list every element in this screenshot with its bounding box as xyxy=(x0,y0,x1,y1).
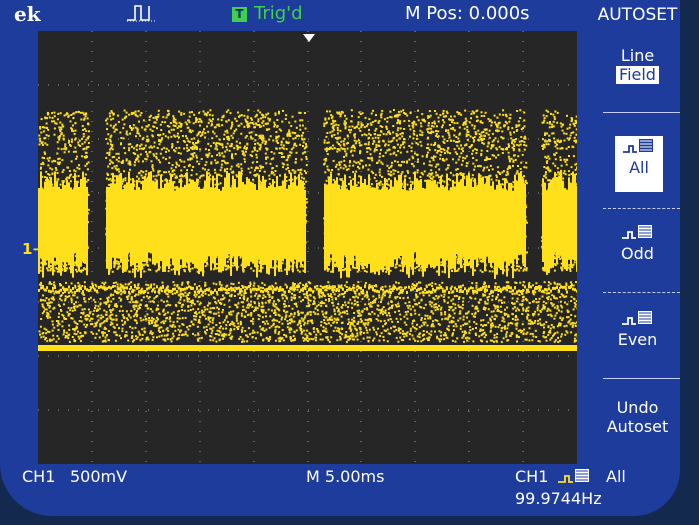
odd-label: Odd xyxy=(621,244,654,263)
field-option: Field xyxy=(615,65,660,85)
even-label: Even xyxy=(617,330,658,349)
graticule xyxy=(38,31,577,464)
line-option: Line xyxy=(620,46,655,65)
trigger-status-text: Trig'd xyxy=(254,3,303,24)
odd-button[interactable]: Odd xyxy=(595,222,680,263)
undo-autoset-button[interactable]: Undo Autoset xyxy=(595,398,680,436)
ch1-trace xyxy=(38,109,577,351)
waveform-display xyxy=(38,31,577,464)
side-menu: AUTOSET Line Field All xyxy=(595,0,680,470)
trigger-edge-icon xyxy=(125,2,159,30)
video-field-icon xyxy=(623,139,653,153)
trigger-type-icon xyxy=(556,467,596,491)
video-field-icon xyxy=(621,225,652,239)
trigger-mode: All xyxy=(606,467,626,486)
menu-separator xyxy=(603,112,680,113)
menu-separator xyxy=(603,208,680,209)
trigger-source: CH1 xyxy=(515,467,549,486)
main-position-readout: M Pos: 0.000s xyxy=(405,3,530,24)
trigger-status-badge: T xyxy=(232,7,247,22)
video-field-icon xyxy=(621,311,652,325)
timebase-readout: M 5.00ms xyxy=(306,467,385,486)
brand-logo: ek xyxy=(14,2,41,26)
undo-label: Undo xyxy=(616,398,659,417)
line-field-button[interactable]: Line Field xyxy=(595,46,680,85)
graticule-dots xyxy=(38,31,577,464)
frequency-readout: 99.9744Hz xyxy=(515,489,602,508)
status-bar: ek T Trig'd M Pos: 0.000s xyxy=(0,0,595,30)
even-button[interactable]: Even xyxy=(595,308,680,349)
all-label: All xyxy=(629,158,649,177)
menu-title: AUTOSET xyxy=(597,5,678,25)
ch1-scale: 500mV xyxy=(70,467,128,486)
trigger-position-marker xyxy=(303,34,315,42)
ch1-label: CH1 xyxy=(22,467,56,486)
scope-screen: ek T Trig'd M Pos: 0.000s 1➜ AUTOSET Lin… xyxy=(0,0,680,516)
autoset-label: Autoset xyxy=(606,417,669,436)
ch1-ground-marker: 1➜ xyxy=(22,240,46,258)
menu-separator xyxy=(603,292,680,293)
all-button[interactable]: All xyxy=(615,136,663,192)
menu-separator xyxy=(603,378,680,379)
